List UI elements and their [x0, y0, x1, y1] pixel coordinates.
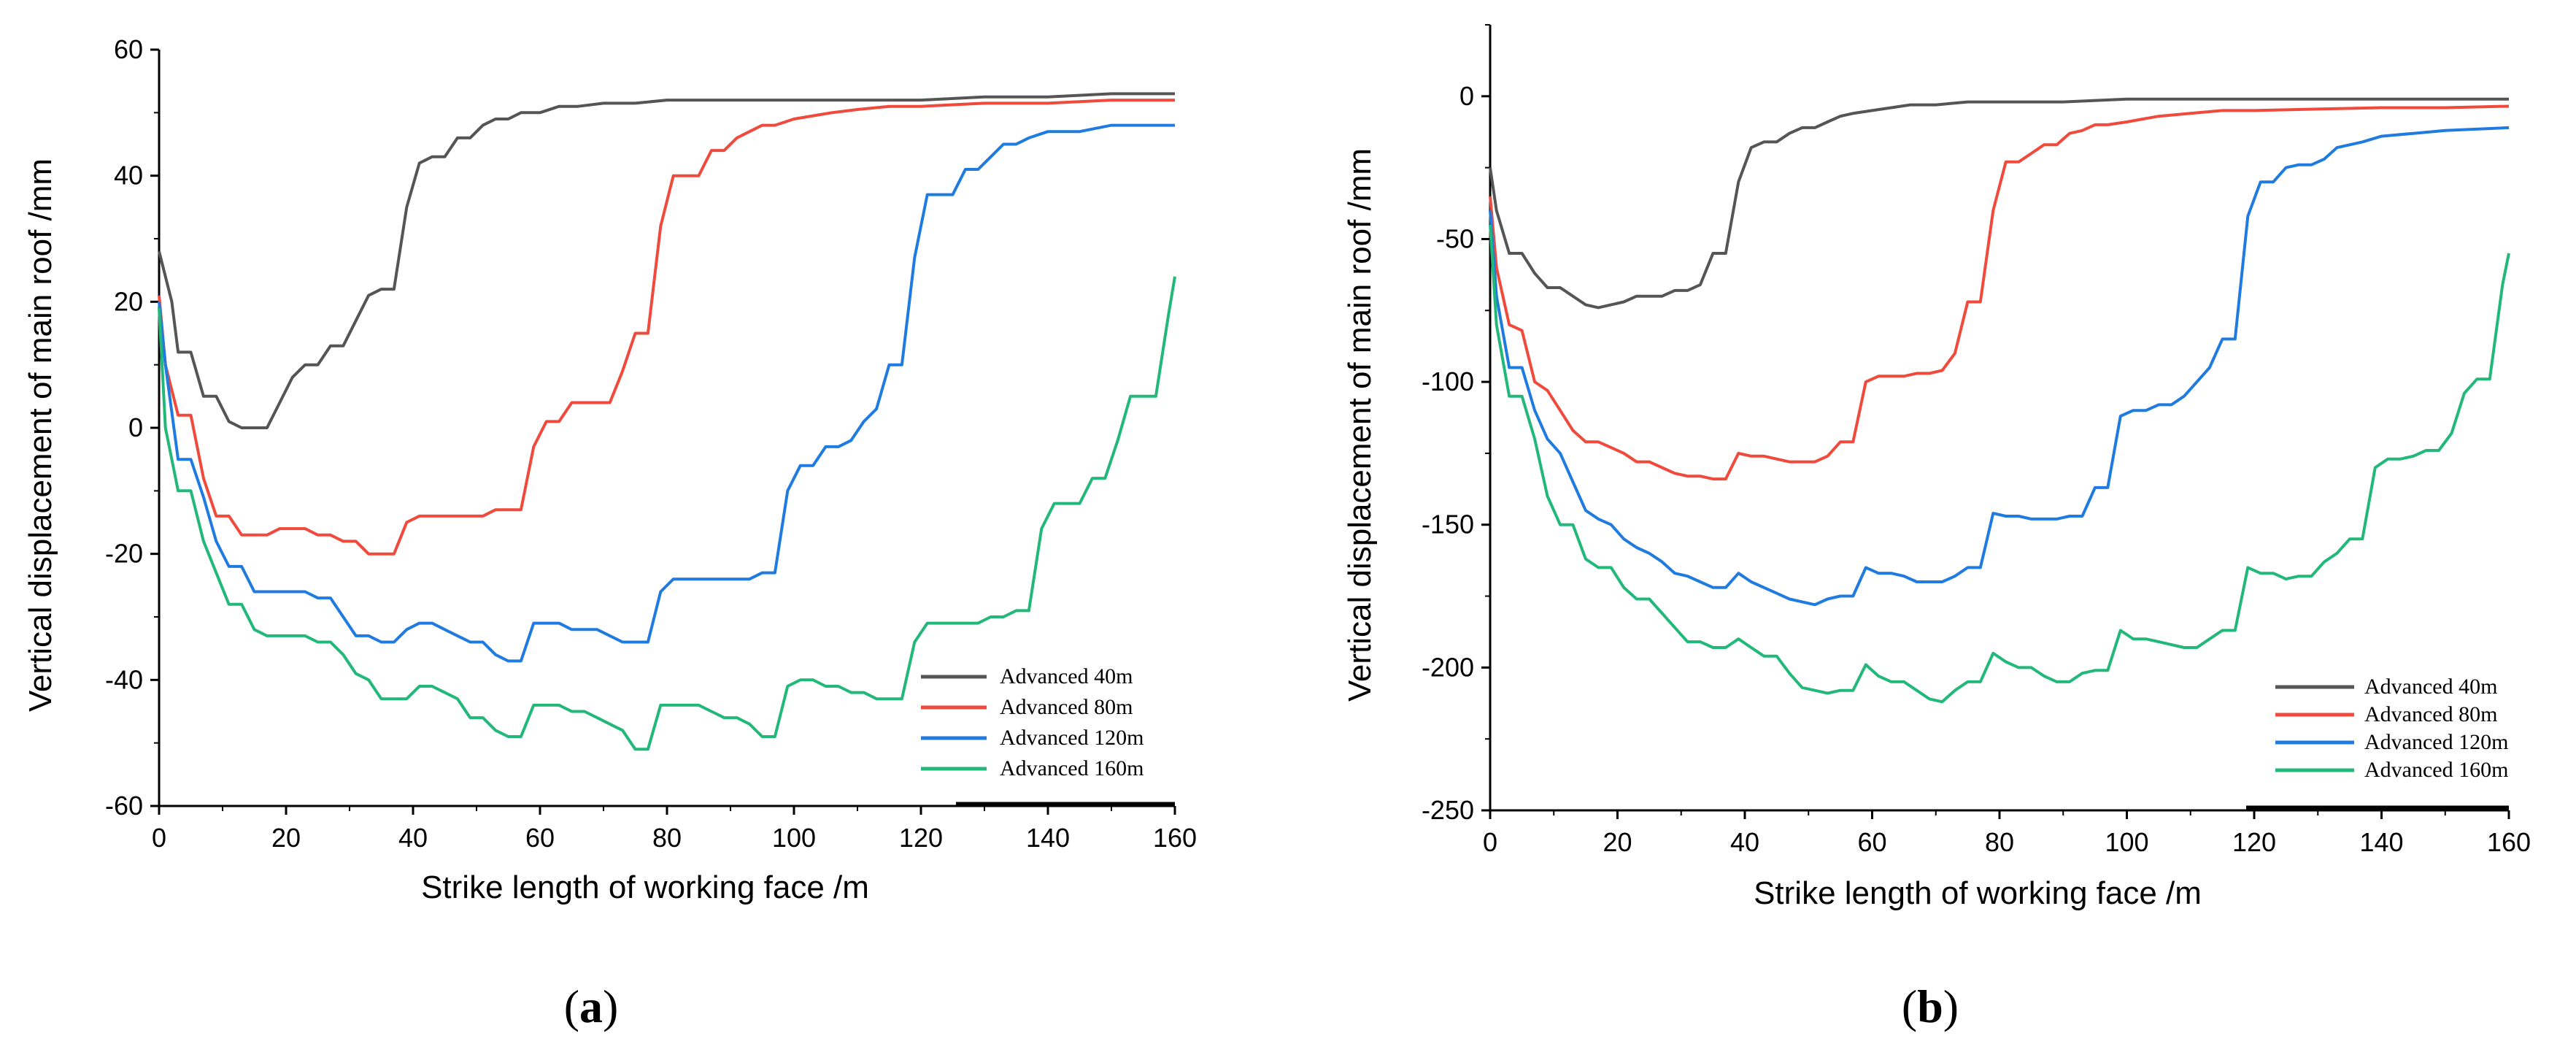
panel-label-a-close: ): [603, 980, 618, 1032]
chart-a-x-tick-label: 80: [652, 823, 682, 853]
chart-b-y-tick-label: -200: [1422, 652, 1474, 682]
chart-a-legend-label-advanced-80m: Advanced 80m: [1000, 695, 1133, 719]
chart-b-series-advanced-40m: [1489, 97, 2509, 310]
chart-b-y-tick-label: -250: [1422, 795, 1474, 825]
chart-b-legend-label-advanced-160m: Advanced 160m: [2364, 758, 2508, 782]
chart-b-series-advanced-120m: [1489, 126, 2510, 607]
panel-label-a: (a): [564, 980, 619, 1032]
chart-b-legend-label-advanced-80m: Advanced 80m: [2364, 702, 2497, 726]
chart-b-y-tick-label: -150: [1422, 510, 1474, 540]
chart-b-legend: Advanced 40m Advanced 80m Advanced 120m Adv…: [2275, 675, 2508, 782]
chart-a-y-tick-label: -20: [105, 539, 143, 569]
chart-a-series-advanced-40m: [158, 92, 1175, 429]
chart-b-x-tick-label: 120: [2232, 827, 2276, 857]
chart-b-y-tick-label: -50: [1436, 223, 1474, 253]
chart-a-x-tick-label: 160: [1153, 823, 1197, 853]
chart-a-y-tick-label: 20: [114, 286, 143, 316]
chart-a-x-tick-label: 120: [899, 823, 943, 853]
chart-b-x-axis-title: Strike length of working face /m: [1754, 875, 2202, 911]
chart-a-x-tick-label: 60: [525, 823, 555, 853]
chart-b-x-tick-label: 60: [1857, 827, 1886, 857]
chart-b-legend-label-advanced-40m: Advanced 40m: [2364, 675, 2497, 699]
chart-b-x-tick-label: 20: [1603, 827, 1632, 857]
chart-a-x-tick-label: 100: [772, 823, 816, 853]
chart-b-x-tick-label: 80: [1985, 827, 2014, 857]
chart-b-y-axis-title: Vertical displacement of main roof /mm: [1342, 148, 1378, 702]
chart-b-legend-label-advanced-120m: Advanced 120m: [2364, 730, 2508, 754]
panel-label-a-letter: a: [579, 980, 603, 1032]
chart-a-y-tick-label: -60: [105, 791, 143, 821]
panel-label-b-letter: b: [1917, 980, 1943, 1032]
panel-label-a-open: (: [564, 980, 579, 1032]
chart-b-x-tick-label: 0: [1483, 827, 1497, 857]
panel-label-b: (b): [1902, 980, 1959, 1032]
chart-a-series-advanced-160m: [158, 276, 1176, 751]
chart-a-y-tick-label: -40: [105, 664, 143, 694]
chart-b-x-tick-label: 40: [1730, 827, 1759, 857]
chart-a-series-advanced-120m: [158, 123, 1175, 663]
chart-a-legend-label-advanced-40m: Advanced 40m: [1000, 664, 1133, 688]
chart-a-y-tick-label: 40: [114, 161, 143, 191]
chart-a-legend-label-advanced-160m: Advanced 160m: [1000, 756, 1144, 780]
chart-b-series-advanced-80m: [1489, 104, 2510, 481]
chart-a-x-tick-label: 40: [398, 823, 428, 853]
panel-label-b-open: (: [1902, 980, 1917, 1032]
chart-panel-b: 0 20 40 60 80 100 120 140 160 -250 -200 -150 -100 -50…: [1342, 24, 2531, 911]
chart-panel-a: 0 20 40 60 80 100 120 140 160 -60 -40 -20 0 20 40 60 Str…: [23, 34, 1197, 905]
chart-a-x-tick-label: 0: [152, 823, 166, 853]
chart-a-legend: Advanced 40m Advanced 80m Advanced 120m Adv…: [921, 664, 1144, 780]
chart-b-x-tick-label: 100: [2105, 827, 2148, 857]
chart-a-y-tick-label: 60: [114, 34, 143, 64]
chart-a-x-axis-title: Strike length of working face /m: [421, 869, 869, 905]
panel-label-b-close: ): [1943, 980, 1959, 1032]
chart-a-x-tick-label: 140: [1026, 823, 1070, 853]
chart-a-series-advanced-80m: [158, 99, 1175, 556]
chart-b-series-advanced-160m: [1489, 224, 2510, 704]
chart-b-y-tick-label: -100: [1422, 366, 1474, 396]
chart-b-y-tick-label: 0: [1459, 81, 1474, 111]
chart-a-y-tick-label: 0: [128, 412, 143, 442]
chart-a-legend-label-advanced-120m: Advanced 120m: [1000, 726, 1144, 750]
chart-a-y-axis-title: Vertical displacement of main roof /mm: [23, 158, 58, 712]
chart-a-x-tick-label: 20: [271, 823, 301, 853]
chart-b-x-tick-label: 140: [2359, 827, 2403, 857]
chart-b-x-tick-label: 160: [2487, 827, 2531, 857]
